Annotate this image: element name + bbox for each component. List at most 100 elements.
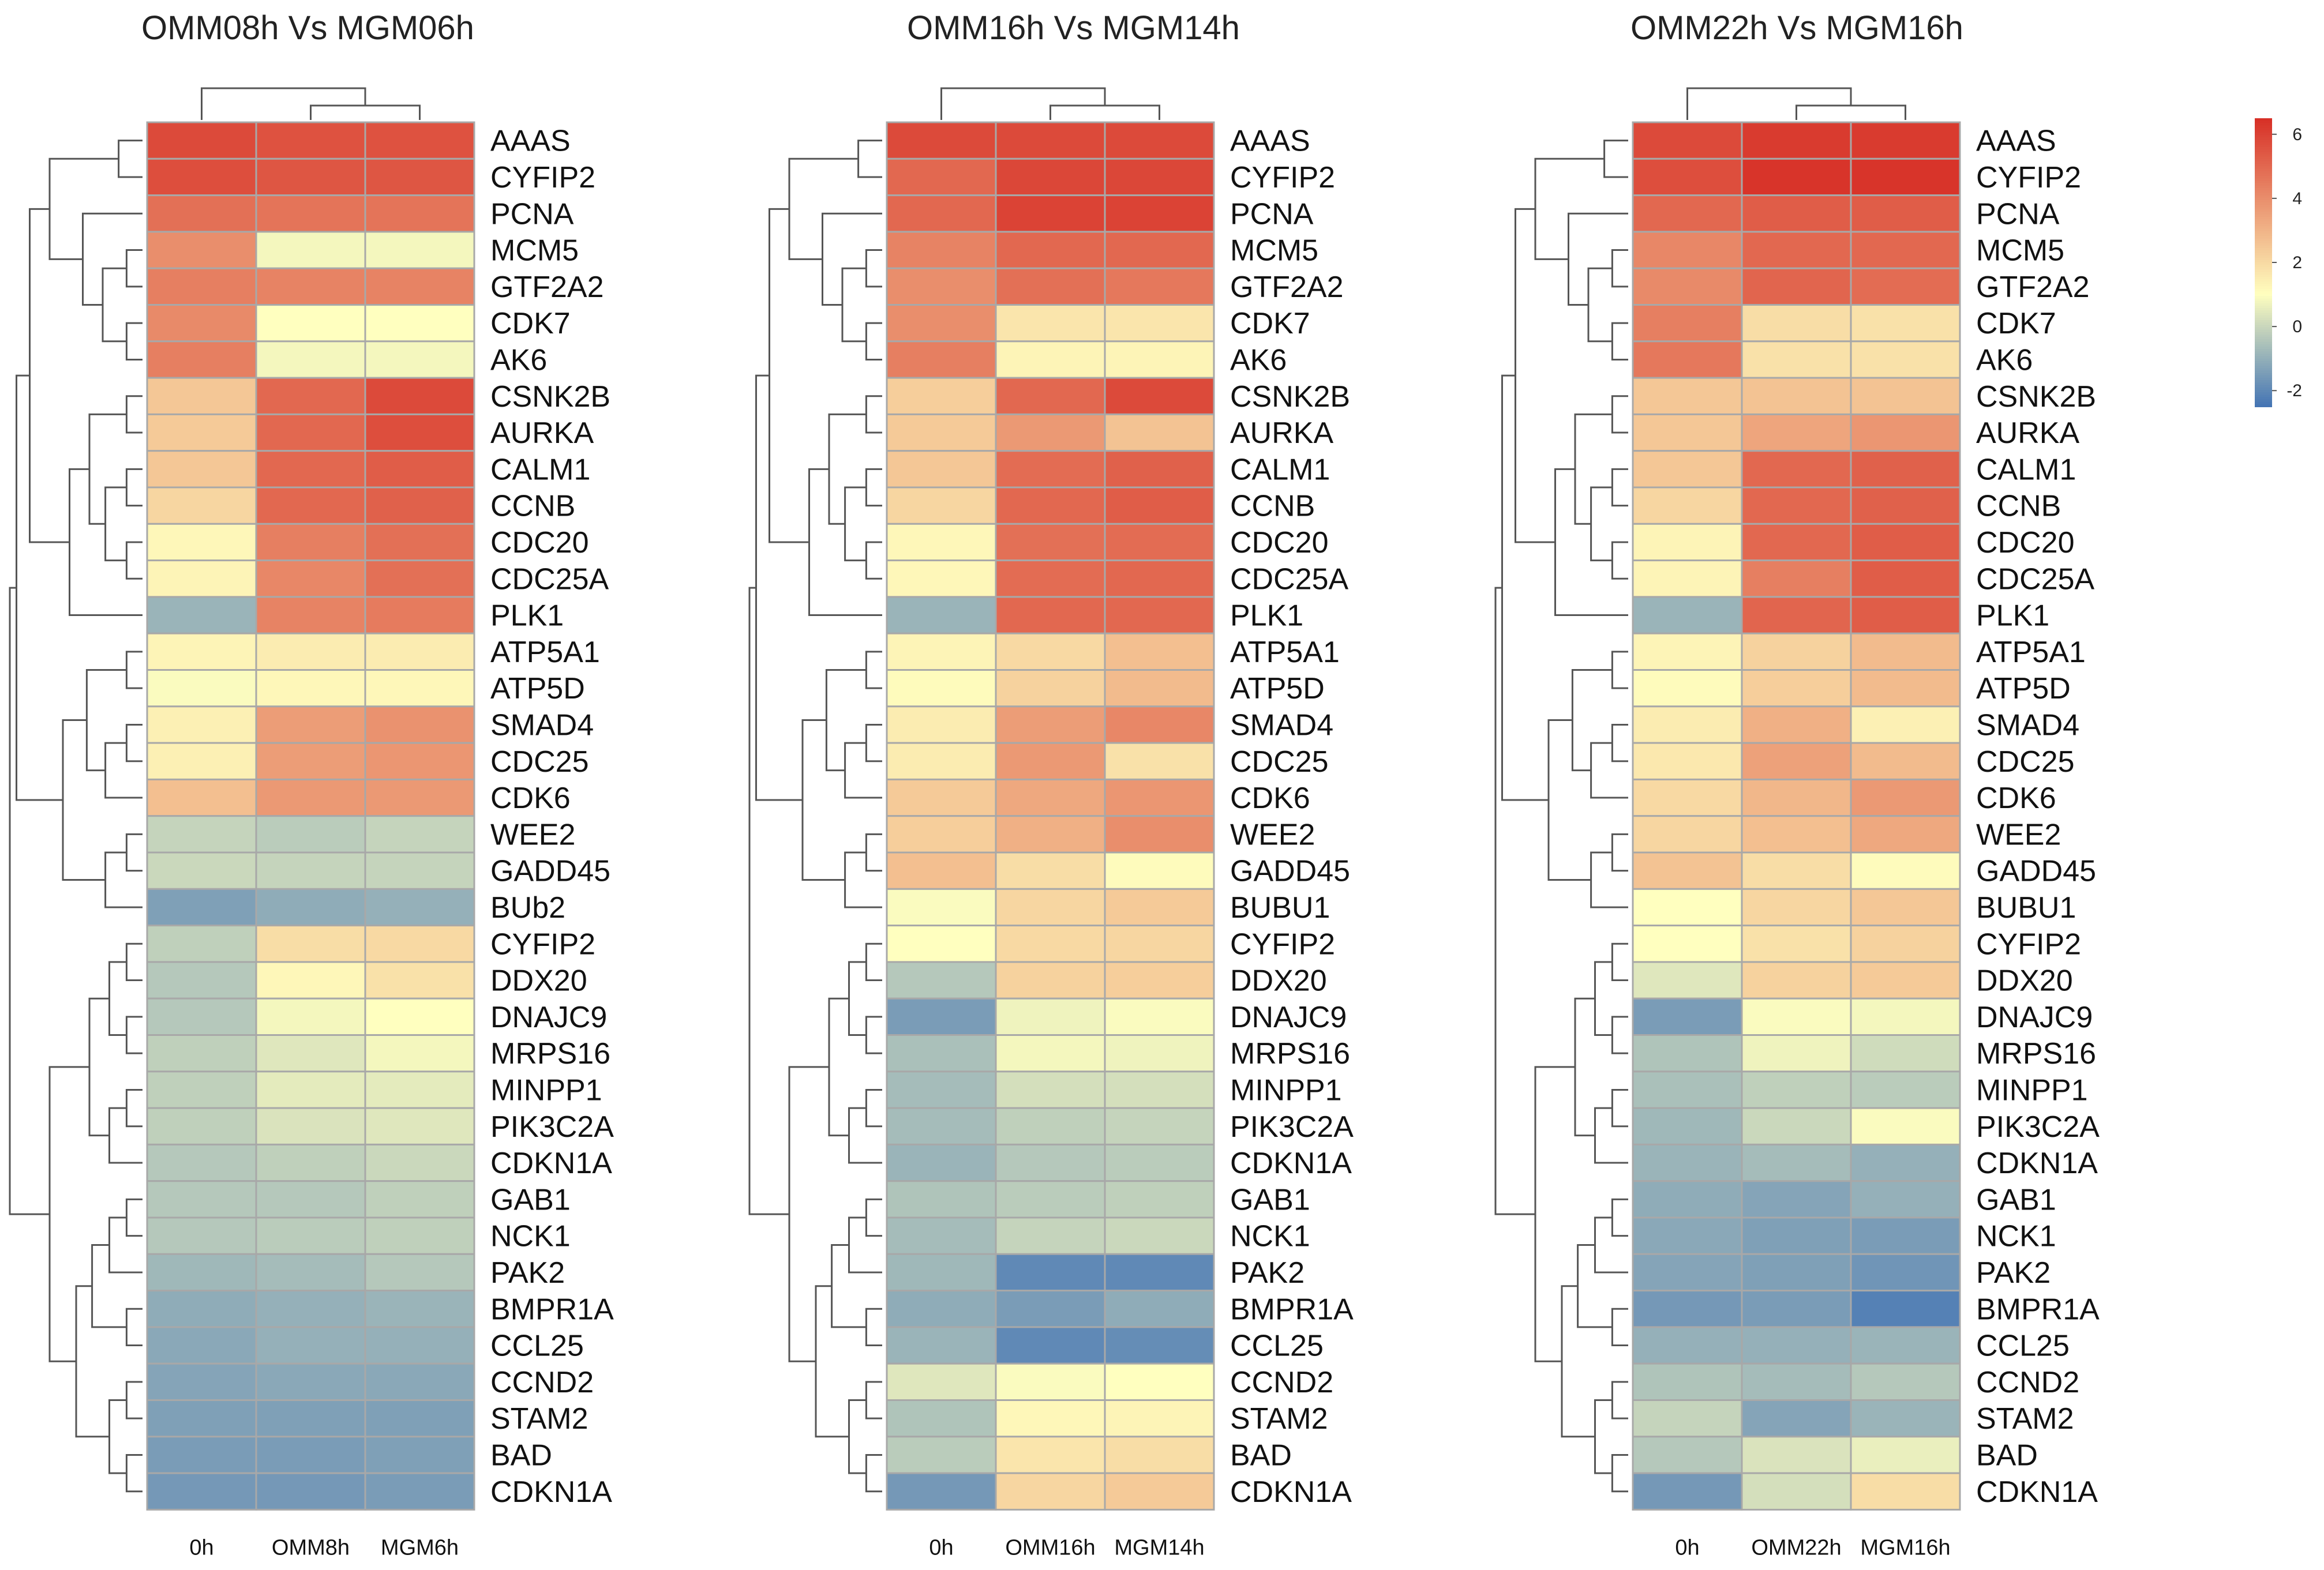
row-label: CCNB (1976, 490, 2061, 523)
heatmap-cell (255, 925, 366, 963)
heatmap-cell (1741, 267, 1852, 306)
legend-color-step (2255, 363, 2272, 367)
row-dendrogram-branch (1611, 395, 1628, 434)
heatmap-cell (1632, 157, 1743, 197)
heatmap-cell (1850, 961, 1961, 1000)
column-label: MGM6h (381, 1535, 459, 1560)
row-dendrogram-branch (16, 374, 63, 801)
heatmap-cell (995, 778, 1106, 817)
heatmap-cell (364, 1216, 475, 1255)
heatmap-cell (1741, 1107, 1852, 1145)
row-dendrogram-branch (865, 1381, 882, 1419)
heatmap-cell (255, 1180, 366, 1219)
heatmap-cell (146, 121, 257, 160)
legend-color-step (2255, 320, 2272, 324)
heatmap-cell (995, 121, 1106, 160)
row-dendrogram-branch (125, 541, 143, 580)
row-dendrogram-branch (125, 723, 143, 763)
heatmap-cell (1850, 1107, 1961, 1145)
legend-color-step (2255, 354, 2272, 357)
legend-color-step (2255, 269, 2272, 273)
heatmap-cell (886, 925, 997, 963)
heatmap-cell (1632, 559, 1743, 598)
row-label: BMPR1A (1976, 1293, 2100, 1326)
row-dendrogram-branch (102, 267, 127, 343)
row-label: PIK3C2A (490, 1110, 614, 1144)
heatmap-cell (255, 1362, 366, 1401)
heatmap-cell (146, 1253, 257, 1292)
heatmap-cell (1632, 267, 1743, 306)
row-dendrogram-branch (1611, 723, 1628, 763)
heatmap-cell (1632, 815, 1743, 854)
row-dendrogram-branch (1611, 942, 1628, 982)
heatmap-cell (1741, 1436, 1852, 1474)
heatmap-cell (364, 231, 475, 269)
heatmap-cell (364, 1436, 475, 1474)
heatmap-cell (886, 523, 997, 562)
legend-color-step (2255, 236, 2272, 239)
heatmap-cell (1104, 523, 1215, 562)
row-dendrogram-branch (1494, 587, 1535, 1215)
row-label: CALM1 (490, 453, 590, 486)
heatmap-cell (1104, 559, 1215, 598)
heatmap-cell (1632, 669, 1743, 708)
row-dendrogram-branch (865, 1198, 882, 1237)
row-dendrogram-branch (1611, 1088, 1628, 1128)
row-dendrogram-branch (1534, 157, 1605, 260)
heatmap-cell (1741, 1362, 1852, 1401)
heatmap-cell (1104, 961, 1215, 1000)
heatmap-cell (886, 450, 997, 489)
heatmap-cell (1850, 121, 1961, 160)
heatmap-cell (995, 1436, 1106, 1474)
legend-color-step (2255, 144, 2272, 148)
legend-color-step (2255, 190, 2272, 194)
heatmap-cell (1104, 596, 1215, 634)
legend-color-step (2255, 344, 2272, 347)
heatmap-cell (886, 1107, 997, 1145)
heatmap-cell (995, 669, 1106, 708)
heatmap-cell (1741, 1290, 1852, 1328)
heatmap-cell (886, 1034, 997, 1073)
row-label: BMPR1A (490, 1293, 614, 1326)
heatmap-cell (364, 851, 475, 890)
heatmap-cell (995, 1399, 1106, 1438)
column-label: MGM14h (1114, 1535, 1204, 1560)
heatmap-cell (1632, 1180, 1743, 1219)
row-dendrogram-branch (848, 961, 867, 1036)
legend-color-step (2255, 310, 2272, 314)
heatmap-cell (886, 1253, 997, 1292)
heatmap-cell (1741, 632, 1852, 671)
heatmap-cell (1850, 1362, 1961, 1401)
heatmap-cell (886, 157, 997, 197)
heatmap-cell (255, 1143, 366, 1182)
row-dendrogram-branch (62, 719, 106, 881)
row-dendrogram-branch (48, 157, 119, 260)
legend-color-step (2255, 166, 2272, 170)
heatmap-cell (255, 888, 366, 927)
legend-color-step (2255, 224, 2272, 227)
heatmap-cell (1741, 1253, 1852, 1292)
heatmap-cell (364, 632, 475, 671)
row-label: NCK1 (1230, 1220, 1310, 1253)
legend-color-step (2255, 294, 2272, 297)
heatmap-cell (146, 486, 257, 525)
heatmap-cell (255, 486, 366, 525)
heatmap-cell (364, 815, 475, 854)
heatmap-cell (995, 596, 1106, 634)
legend-color-step (2255, 140, 2272, 143)
legend-tick-label: 2 (2292, 253, 2302, 272)
heatmap-cell (146, 1107, 257, 1145)
legend-tick-label: 4 (2292, 189, 2302, 208)
heatmap-cell (1741, 340, 1852, 379)
heatmap-cell (1104, 121, 1215, 160)
heatmap-panel-omm22h: OMM22h Vs MGM16hAAASCYFIP2PCNAMCM5GTF2A2… (1494, 9, 2100, 1560)
heatmap-cell (146, 1472, 257, 1511)
legend-color-step (2255, 243, 2272, 246)
heatmap-cell (1104, 1034, 1215, 1073)
heatmap-cell (146, 340, 257, 379)
legend-color-step (2255, 306, 2272, 309)
legend-color-step (2255, 152, 2272, 155)
row-dendrogram-branch (1571, 669, 1613, 772)
heatmap-cell (1104, 1216, 1215, 1255)
row-dendrogram-branch (865, 833, 882, 872)
